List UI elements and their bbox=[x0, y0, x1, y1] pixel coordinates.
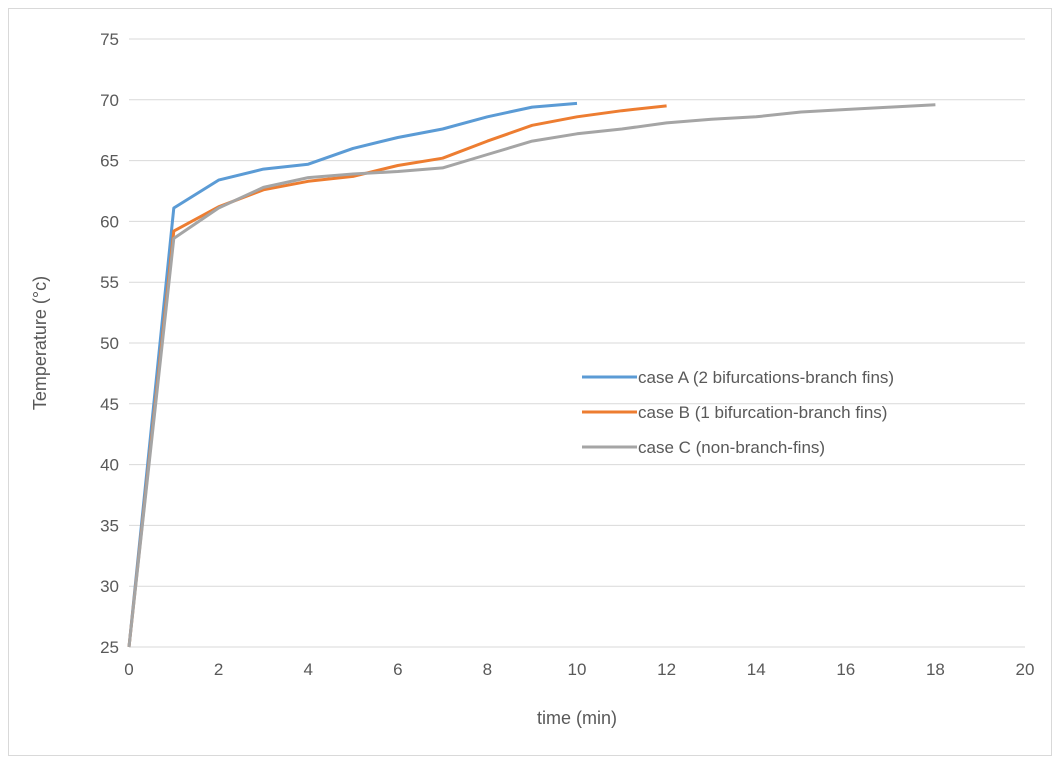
y-tick-label: 75 bbox=[100, 30, 119, 49]
x-tick-label: 16 bbox=[836, 660, 855, 679]
y-axis-title: Temperature (°c) bbox=[30, 276, 50, 410]
chart-frame bbox=[8, 8, 1052, 756]
x-tick-label: 20 bbox=[1016, 660, 1035, 679]
x-tick-label: 14 bbox=[747, 660, 766, 679]
series-line-1 bbox=[127, 101, 578, 648]
x-tick-label: 8 bbox=[483, 660, 492, 679]
y-tick-label: 70 bbox=[100, 91, 119, 110]
y-tick-label: 45 bbox=[100, 395, 119, 414]
y-tick-label: 50 bbox=[100, 334, 119, 353]
x-tick-label: 6 bbox=[393, 660, 402, 679]
y-tick-label: 35 bbox=[100, 516, 119, 535]
legend-label-3: case C (non-branch-fins) bbox=[638, 438, 825, 457]
axes: 25 30 35 40 45 50 55 60 65 70 75 0 2 4 6 8 10 12 14 16 18 20 bbox=[100, 30, 1034, 679]
x-tick-label: 12 bbox=[657, 660, 676, 679]
y-tick-label: 60 bbox=[100, 212, 119, 231]
series-lines bbox=[127, 101, 936, 648]
x-tick-label: 10 bbox=[568, 660, 587, 679]
x-tick-label: 4 bbox=[303, 660, 312, 679]
legend-label-1: case A (2 bifurcations-branch fins) bbox=[638, 368, 894, 387]
x-tick-label: 18 bbox=[926, 660, 945, 679]
y-tick-label: 30 bbox=[100, 577, 119, 596]
legend-label-2: case B (1 bifurcation-branch fins) bbox=[638, 403, 887, 422]
y-tick-label: 25 bbox=[100, 638, 119, 657]
series-line-3 bbox=[127, 103, 936, 648]
x-tick-label: 0 bbox=[124, 660, 133, 679]
x-tick-label: 2 bbox=[214, 660, 223, 679]
gridlines bbox=[129, 38, 1025, 587]
legend: case A (2 bifurcations-branch fins) case … bbox=[582, 368, 894, 457]
y-tick-label: 65 bbox=[100, 152, 119, 171]
x-axis-title: time (min) bbox=[537, 708, 617, 728]
y-tick-label: 55 bbox=[100, 273, 119, 292]
y-tick-label: 40 bbox=[100, 456, 119, 475]
